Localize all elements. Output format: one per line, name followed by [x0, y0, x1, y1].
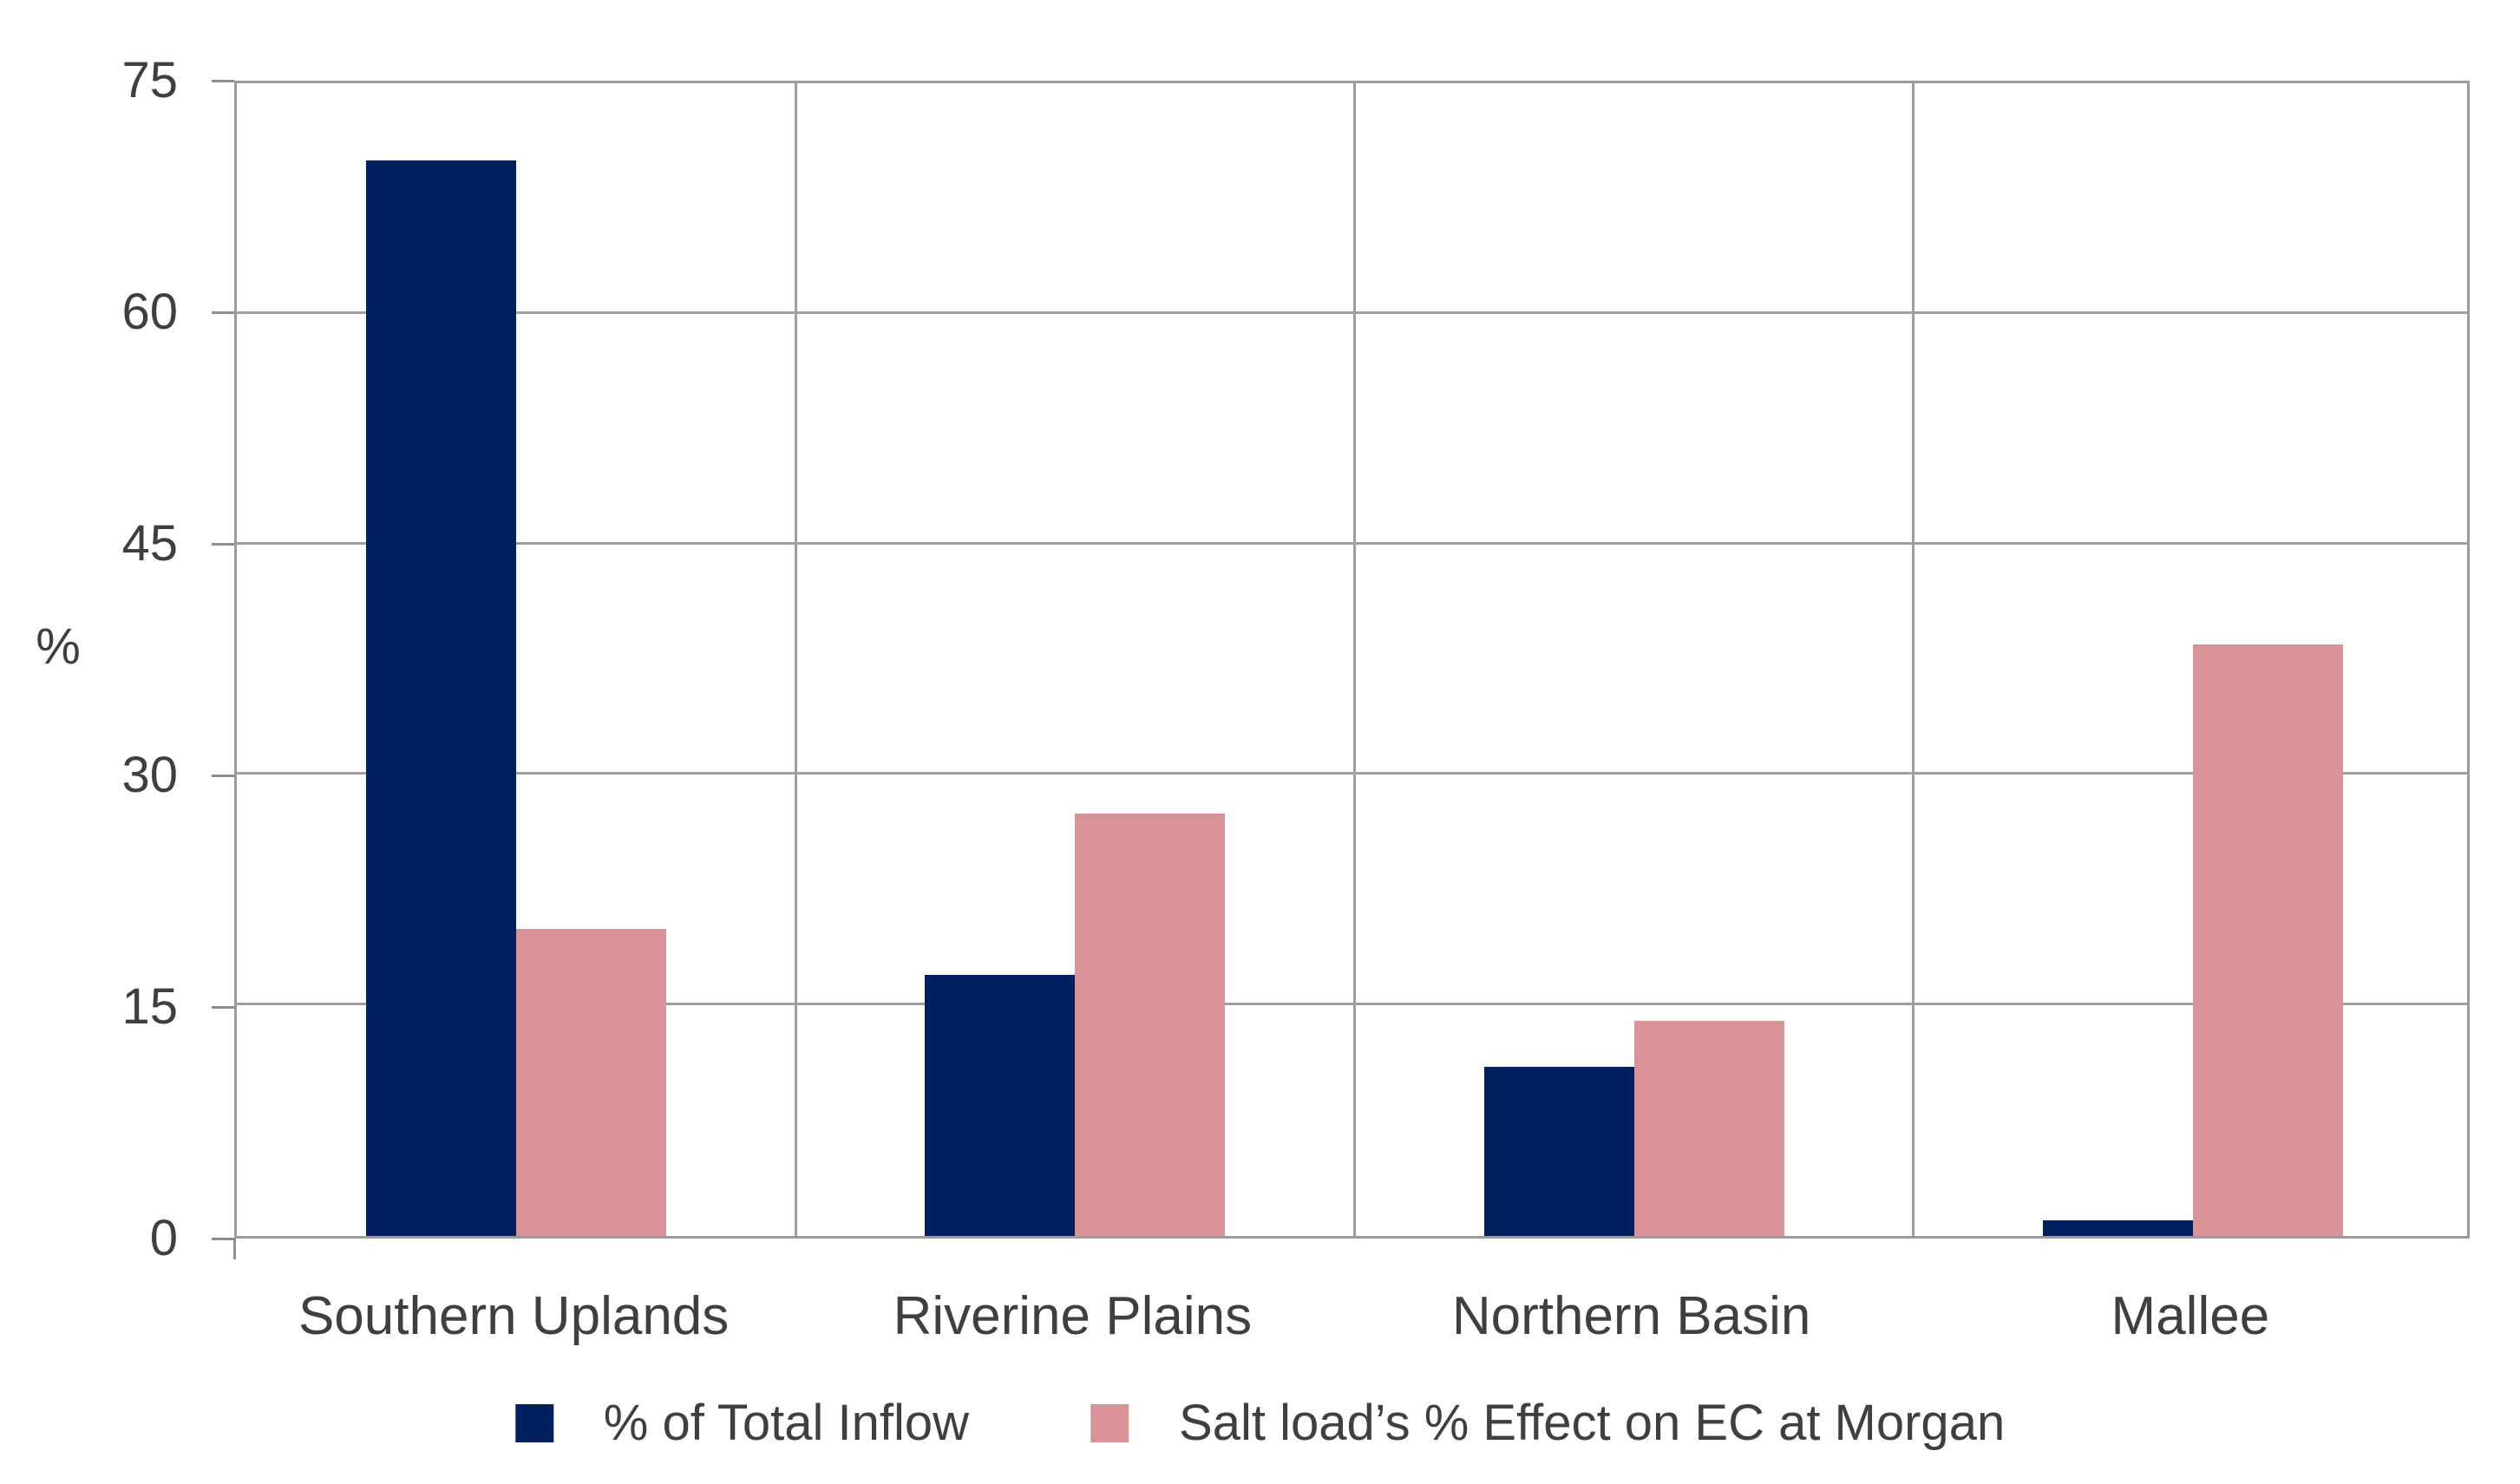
bar-riverine-plains-series-0 [925, 974, 1076, 1236]
y-tick-mark-45 [212, 542, 234, 546]
y-axis-line [233, 1239, 236, 1259]
bar-southern-uplands-series-0 [366, 160, 517, 1236]
y-tick-label-30: 30 [121, 747, 178, 803]
category-separator-3 [1912, 83, 1915, 1236]
category-label-northern-basin: Northern Basin [1451, 1286, 1811, 1346]
legend-label-salt-load: Salt load’s % Effect on EC at Morgan [1179, 1395, 2006, 1451]
y-axis-title: % [36, 618, 81, 675]
bar-riverine-plains-series-1 [1075, 813, 1226, 1236]
category-separator-1 [794, 83, 797, 1236]
legend-swatch-salt-load [1090, 1403, 1129, 1442]
legend-item-salt-load: Salt load’s % Effect on EC at Morgan [1090, 1393, 2005, 1454]
y-tick-mark-30 [212, 774, 234, 777]
legend-item-total-inflow: % of Total Inflow [514, 1393, 970, 1454]
bar-mallee-series-0 [2042, 1220, 2193, 1236]
y-tick-label-75: 75 [121, 52, 178, 108]
category-label-mallee: Mallee [2111, 1286, 2270, 1346]
y-tick-label-0: 0 [149, 1210, 178, 1266]
y-tick-mark-75 [212, 79, 234, 82]
gridline-60 [237, 311, 2467, 314]
legend-label-total-inflow: % of Total Inflow [603, 1395, 970, 1451]
category-separator-2 [1353, 83, 1356, 1236]
bar-southern-uplands-series-1 [516, 928, 667, 1236]
gridline-15 [237, 1003, 2467, 1006]
y-tick-mark-15 [212, 1005, 234, 1009]
legend-swatch-total-inflow [514, 1403, 553, 1442]
y-tick-mark-60 [212, 311, 234, 314]
gridline-45 [237, 541, 2467, 545]
gridline-30 [237, 772, 2467, 775]
y-tick-label-15: 15 [121, 978, 178, 1035]
bar-northern-basin-series-0 [1483, 1067, 1634, 1236]
legend: % of Total Inflow Salt load’s % Effect o… [514, 1393, 2005, 1454]
bar-mallee-series-1 [2192, 644, 2343, 1236]
y-tick-mark-0 [212, 1237, 234, 1240]
plot-area [234, 81, 2470, 1239]
category-label-southern-uplands: Southern Uplands [298, 1286, 730, 1346]
y-tick-label-60: 60 [121, 284, 178, 340]
category-label-riverine-plains: Riverine Plains [893, 1286, 1253, 1346]
bar-northern-basin-series-1 [1633, 1020, 1784, 1236]
y-tick-label-45: 45 [121, 515, 178, 572]
